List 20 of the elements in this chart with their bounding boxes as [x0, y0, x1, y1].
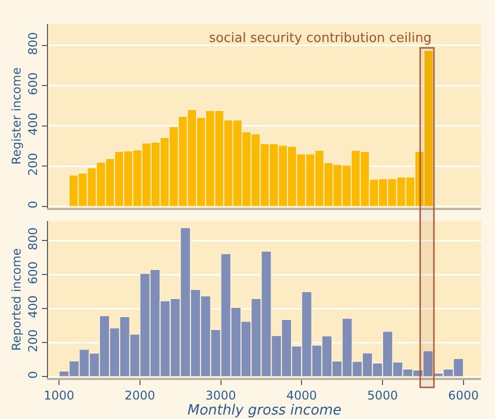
y-tick-label: 0 [26, 200, 40, 208]
y-tick-label: 400 [26, 295, 40, 318]
y-axis-title: Register income [10, 67, 24, 165]
x-tick-label: 5000 [367, 388, 398, 402]
y-tick-label: 0 [26, 371, 40, 379]
x-tick-label: 6000 [448, 388, 479, 402]
y-tick-label: 800 [26, 32, 40, 55]
y-axis-title: Reported income [10, 248, 24, 351]
y-tick-label: 200 [26, 329, 40, 352]
band-label: social security contribution ceiling [209, 31, 432, 46]
x-tick-label: 1000 [44, 388, 74, 402]
y-tick-label: 400 [26, 112, 40, 136]
x-tick-label: 4000 [286, 388, 317, 402]
x-tick-label: 3000 [206, 388, 236, 402]
y-tick-label: 200 [26, 152, 40, 176]
x-axis-title: Monthly gross income [187, 402, 342, 418]
y-tick-label: 800 [26, 227, 40, 250]
x-tick-label: 2000 [124, 388, 156, 402]
y-tick-label: 600 [26, 72, 40, 96]
y-tick-label: 600 [26, 261, 40, 284]
